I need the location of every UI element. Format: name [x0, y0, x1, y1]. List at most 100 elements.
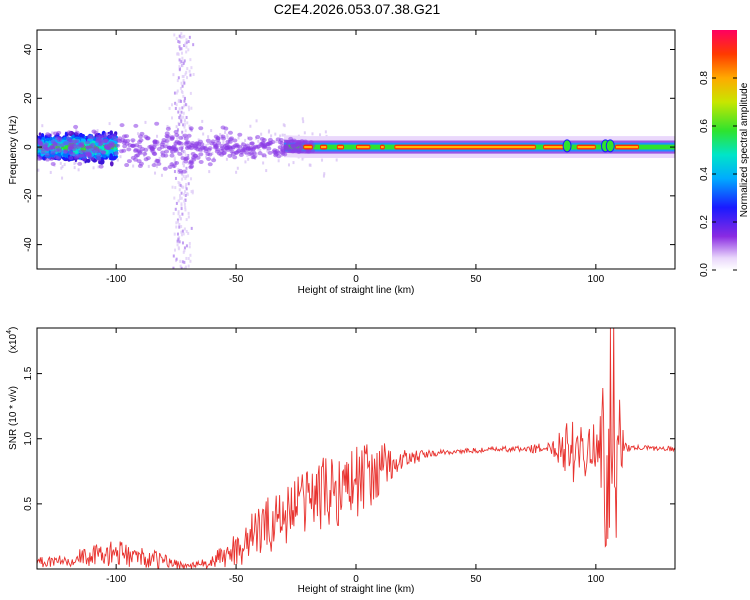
spectrogram-column-cell: [180, 51, 183, 55]
spectrogram-haze: [91, 129, 97, 134]
spectrogram-noise-cell: [264, 155, 267, 159]
spectrogram-column-cell: [190, 106, 193, 110]
spectrogram-haze: [256, 144, 262, 149]
spectrogram-haze: [103, 132, 109, 137]
spectrogram-noise-cell: [51, 131, 54, 135]
spectrogram-noise-cell: [292, 161, 295, 165]
spectrogram-haze: [232, 155, 238, 160]
spectrogram-column-cell: [181, 56, 184, 60]
spectrogram-column-cell: [179, 197, 182, 201]
spectrogram-haze: [294, 142, 300, 147]
spectrogram-noise-cell: [197, 138, 200, 142]
spectrogram-column-cell: [182, 94, 185, 98]
spectrogram-column-cell: [183, 249, 186, 253]
spectrogram-column-cell: [170, 116, 173, 120]
spectrogram-haze: [177, 168, 183, 173]
spectrogram-blob: [107, 155, 110, 158]
spectrogram-column-cell: [185, 218, 188, 222]
spectrogram-haze: [174, 139, 180, 144]
spectrogram-haze: [188, 159, 194, 164]
spectrogram-hot-core: [337, 145, 344, 149]
spectrogram-haze: [108, 134, 114, 139]
spectrogram-column-cell: [177, 220, 180, 224]
spectrogram-haze: [266, 142, 272, 147]
spectrogram-haze: [121, 148, 127, 153]
spectrogram-haze: [164, 131, 170, 136]
snr-y-ticks: 0.5 1.0 1.5: [23, 366, 675, 511]
spectrogram-noise-cell: [322, 174, 325, 178]
spectrogram-column-cell: [177, 246, 180, 250]
spectrogram-haze: [260, 140, 266, 145]
spectrogram-column-cell: [171, 185, 174, 189]
spectrogram-haze: [113, 151, 119, 156]
spectrogram-haze: [77, 154, 83, 159]
spectrogram-column-cell: [176, 239, 179, 243]
spectrogram-noise-cell: [311, 132, 314, 136]
spectrogram-haze: [169, 153, 175, 158]
spectrogram-column-cell: [180, 185, 183, 189]
spectrogram-column-cell: [189, 253, 192, 257]
spectrogram-blob: [74, 136, 80, 140]
spectrogram-column-cell: [173, 248, 176, 252]
spectrogram-haze: [160, 150, 166, 155]
spectrogram-haze: [68, 150, 74, 155]
colorbar: 0.0 0.2 0.4 0.6 0.8 Normalized spectral ampl…: [699, 30, 750, 277]
spectrogram-noise-cell: [144, 120, 147, 124]
spectrogram-haze: [186, 133, 192, 138]
spectrogram-column-cell: [174, 176, 177, 180]
spectrogram-column-cell: [182, 232, 185, 236]
spectrogram-noise-cell: [154, 171, 157, 175]
spectrogram-column-cell: [180, 149, 183, 153]
spectrogram-haze: [169, 162, 175, 167]
spectrogram-column-cell: [181, 177, 184, 181]
spectrogram-blob: [113, 146, 116, 153]
spectrogram-blob: [81, 134, 84, 138]
spectrogram-haze: [59, 143, 65, 148]
spectrogram-haze: [96, 154, 102, 159]
spectrogram-column-cell: [183, 199, 186, 203]
spectrogram-noise-cell: [236, 166, 239, 170]
spectrogram-column-cell: [182, 144, 185, 148]
snr-series-line: [37, 328, 675, 569]
spectrogram-column-cell: [174, 207, 177, 211]
spectrogram-column-cell: [183, 202, 186, 206]
spectrogram-haze: [172, 147, 178, 152]
spectrogram-column-cell: [175, 91, 178, 95]
spectrogram-haze: [234, 150, 240, 155]
spectrogram-haze: [72, 139, 78, 144]
spectrogram-column-cell: [178, 225, 181, 229]
spectrogram-haze: [96, 157, 102, 162]
spectrogram-column-cell: [191, 191, 194, 195]
spectrogram-blob: [64, 131, 68, 138]
spectrogram-haze: [130, 138, 136, 143]
spectrogram-marks: [37, 32, 675, 269]
spectrogram-blob: [81, 138, 84, 142]
spectrogram-column-cell: [180, 60, 183, 64]
spectrogram-haze: [44, 152, 50, 157]
spectrogram-column-cell: [177, 110, 180, 114]
spectrogram-noise-cell: [73, 162, 76, 166]
spectrogram-haze: [192, 153, 198, 158]
spectrogram-x-ticks: -100 -50 0 50 100: [106, 30, 605, 285]
colorbar-ticks: 0.0 0.2 0.4 0.6 0.8: [699, 71, 737, 277]
spectrogram-column-cell: [189, 73, 192, 77]
spectrogram-noise-cell: [270, 134, 273, 138]
spectrogram-column-cell: [191, 189, 194, 193]
spectrogram-noise-cell: [237, 136, 240, 140]
spectrogram-haze: [84, 140, 90, 145]
spectrogram-haze: [169, 136, 175, 141]
spectrogram-haze: [188, 143, 194, 148]
spectrogram-column-cell: [178, 240, 181, 244]
spectrogram-noise-cell: [77, 168, 80, 172]
spectrogram-haze: [215, 138, 221, 143]
spectrogram-column-cell: [178, 115, 181, 119]
spectrogram-haze: [198, 126, 204, 131]
spectrogram-panel: -100 -50 0 50 100 40 20 0 -20 -40 Height of stra…: [8, 29, 676, 296]
spectrogram-noise-cell: [224, 130, 227, 134]
spectrogram-haze: [137, 151, 143, 156]
spectrogram-y-tick-label: 20: [23, 92, 34, 104]
spectrogram-noise-cell: [119, 155, 122, 159]
spectrogram-haze: [188, 126, 194, 131]
spectrogram-haze: [207, 162, 213, 167]
spectrogram-column-cell: [173, 232, 176, 236]
